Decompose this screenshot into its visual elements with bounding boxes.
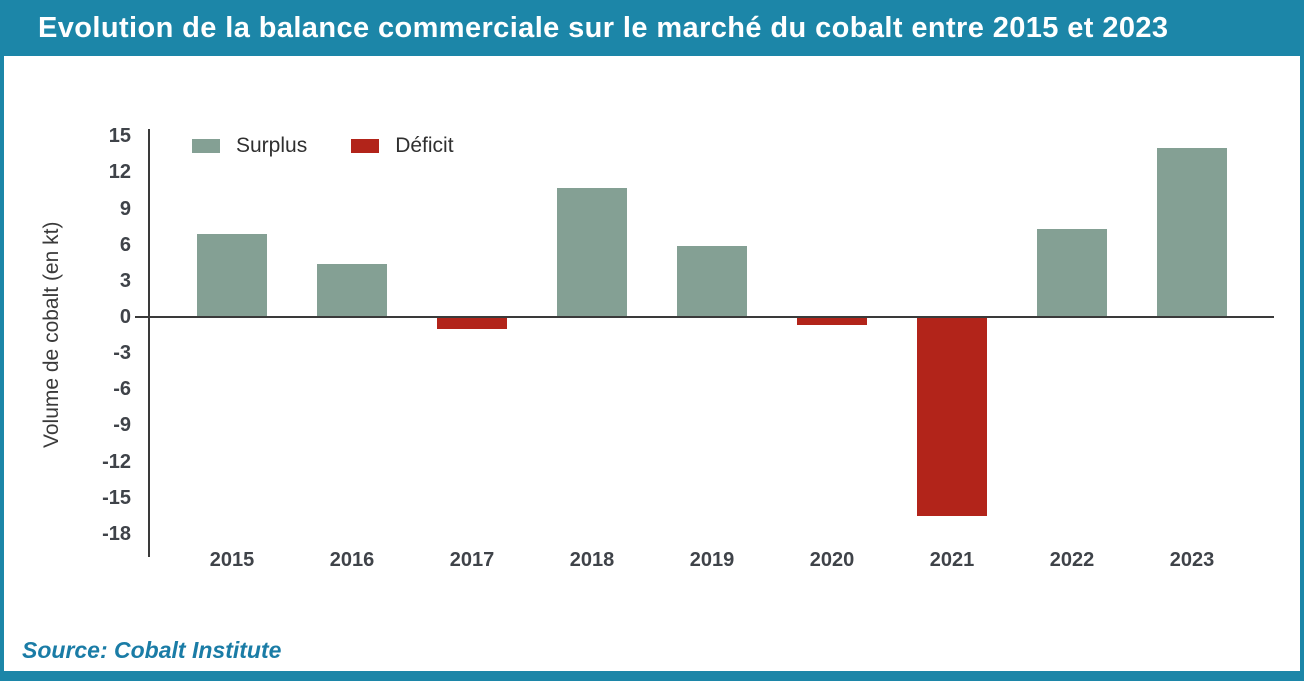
- x-tick-label-2017: 2017: [449, 549, 495, 571]
- bar-2019: [677, 245, 747, 317]
- y-tick-label: -6: [113, 378, 131, 401]
- y-tick-label: 9: [119, 197, 131, 220]
- x-tick-label-2022: 2022: [1049, 549, 1095, 571]
- bar-2020: [797, 317, 867, 326]
- bar-2018: [557, 188, 627, 317]
- x-axis-zero-line: [135, 316, 1274, 318]
- bar-2015: [197, 233, 267, 317]
- y-tick-label: 6: [119, 233, 131, 256]
- legend-label-deficit: Déficit: [395, 134, 454, 157]
- x-tick-label-2020: 2020: [809, 549, 855, 571]
- bottom-accent-bar: [4, 671, 1300, 677]
- x-tick-label-2016: 2016: [329, 549, 375, 571]
- y-tick-label: -18: [102, 522, 131, 545]
- bar-2016: [317, 263, 387, 317]
- y-tick-label: -12: [102, 450, 131, 473]
- x-tick-label-2023: 2023: [1169, 549, 1215, 571]
- x-tick-label-2021: 2021: [929, 549, 975, 571]
- chart-title: Evolution de la balance commerciale sur …: [38, 11, 1169, 44]
- bar-2023: [1157, 148, 1227, 317]
- legend-swatch-surplus: [192, 139, 220, 153]
- y-tick-label: -15: [102, 486, 131, 509]
- bar-2021: [917, 317, 987, 516]
- x-tick-label-2019: 2019: [689, 549, 735, 571]
- y-axis-line: [148, 129, 150, 557]
- legend-label-surplus: Surplus: [236, 134, 308, 157]
- legend: Surplus Déficit: [192, 134, 482, 157]
- x-tick-label-2018: 2018: [569, 549, 615, 571]
- bar-2022: [1037, 229, 1107, 317]
- y-tick-label: -9: [113, 414, 131, 437]
- legend-swatch-deficit: [351, 139, 380, 153]
- title-bar: Evolution de la balance commerciale sur …: [4, 4, 1300, 56]
- y-tick-label: -3: [113, 342, 131, 365]
- y-tick-label: 3: [119, 269, 131, 292]
- y-axis-title: Volume de cobalt (en kt): [40, 221, 63, 449]
- source-text: Source: Cobalt Institute: [22, 637, 282, 663]
- y-tick-label: 12: [108, 161, 131, 184]
- bar-2017: [437, 317, 507, 330]
- y-tick-label: 15: [108, 125, 131, 148]
- x-tick-label-2015: 2015: [209, 549, 255, 571]
- y-tick-label: 0: [119, 306, 131, 328]
